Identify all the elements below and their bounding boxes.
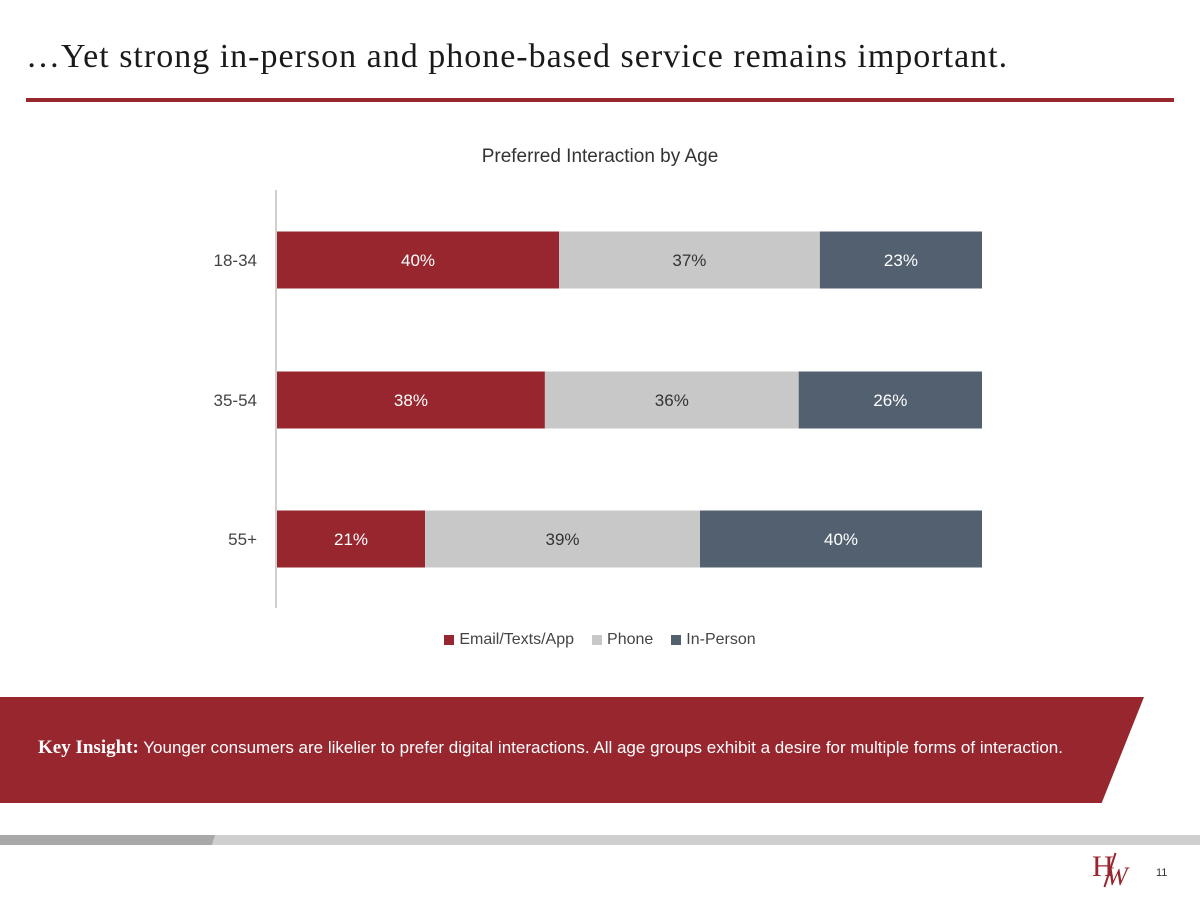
data-label: 40% [824, 530, 858, 549]
legend-swatch-email [444, 635, 455, 645]
legend-label-email: Email/Texts/App [459, 631, 575, 648]
footer-bar-accent [0, 835, 215, 845]
logo-letter-w: W [1106, 862, 1128, 891]
slide-title: …Yet strong in-person and phone-based se… [26, 38, 1009, 75]
data-label: 26% [873, 391, 907, 410]
key-insight-body: Younger consumers are likelier to prefer… [143, 738, 1063, 757]
bar-segment [277, 510, 426, 568]
data-label: 37% [672, 251, 706, 270]
legend-swatch-in-person [671, 635, 682, 645]
data-label: 21% [334, 530, 368, 549]
legend-swatch-phone [592, 635, 603, 645]
key-insight-text: Key Insight: Younger consumers are likel… [38, 737, 1098, 759]
bar-segment [819, 231, 982, 289]
bar-segment [277, 231, 559, 289]
chart-title: Preferred Interaction by Age [481, 146, 719, 167]
legend-item-email: Email/Texts/App [444, 631, 574, 649]
bar-segment [798, 371, 982, 429]
y-tick-label: 55+ [228, 530, 257, 549]
key-insight-label: Key Insight: [38, 737, 139, 758]
data-label: 23% [884, 251, 918, 270]
title-divider [26, 98, 1174, 102]
bar-segment [425, 510, 700, 568]
bar-segment [544, 371, 799, 429]
company-logo: H W [1090, 850, 1136, 891]
y-tick-label: 18-34 [214, 251, 257, 270]
page-number: 11 [1156, 867, 1168, 879]
data-label: 38% [394, 391, 428, 410]
data-label: 40% [401, 251, 435, 270]
legend-item-phone: Phone [592, 631, 653, 649]
data-label: 39% [546, 530, 580, 549]
legend-label-in-person: In-Person [686, 631, 756, 648]
key-insight-banner [0, 697, 1144, 803]
data-label: 36% [655, 391, 689, 410]
chart-legend: Email/Texts/App Phone In-Person [0, 631, 1200, 649]
y-tick-label: 35-54 [214, 391, 257, 410]
bar-segment [700, 510, 982, 568]
legend-label-phone: Phone [607, 631, 654, 648]
bar-segment [277, 371, 545, 429]
footer-bar [0, 835, 1200, 845]
legend-item-in-person: In-Person [671, 631, 756, 649]
bar-segment [559, 231, 820, 289]
